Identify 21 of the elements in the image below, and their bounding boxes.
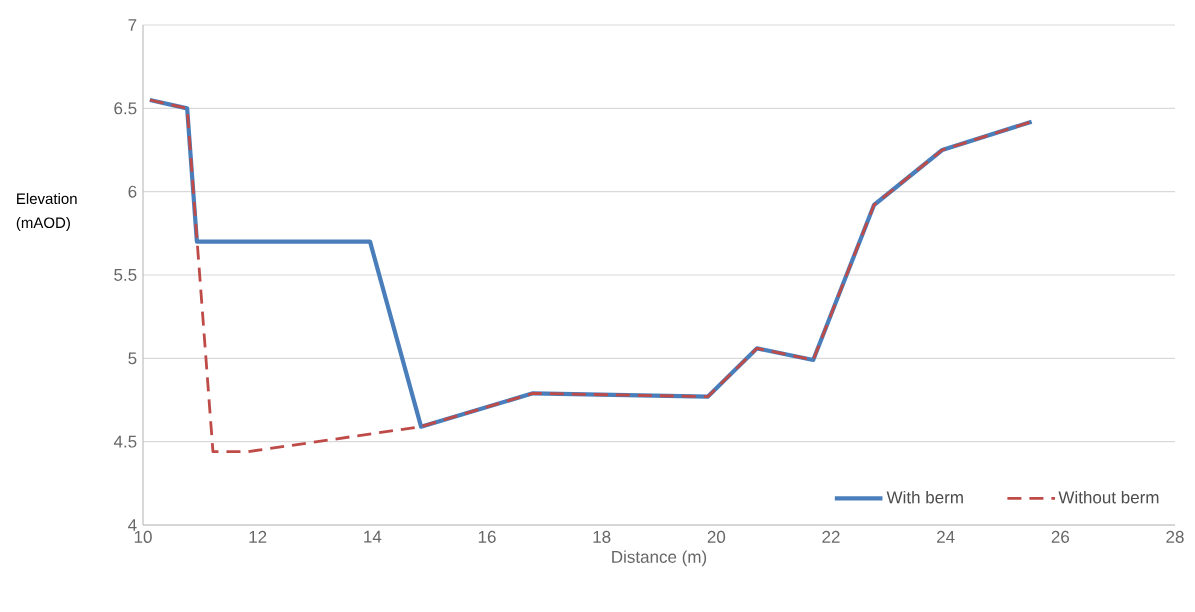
y-tick-label: 6 (128, 185, 137, 198)
y-tick-label: 5 (128, 352, 137, 365)
x-tick-label: 18 (593, 530, 611, 543)
y-tick-label: 4.5 (113, 435, 137, 448)
x-tick-label: 12 (249, 530, 267, 543)
legend-label: Without berm (1058, 490, 1159, 504)
x-tick-label: 26 (1051, 530, 1070, 543)
y-tick-label: 5.5 (114, 269, 137, 281)
y-tick-label: 6.5 (114, 102, 137, 115)
y-axis-title: Elevation (mAOD) (16, 193, 77, 231)
x-tick-label: 22 (822, 530, 840, 543)
x-tick-label: 10 (134, 530, 152, 543)
x-tick-label: 20 (707, 530, 726, 543)
x-tick-label: 28 (1166, 530, 1184, 543)
y-tick-label: 4 (128, 519, 137, 531)
x-axis-title: Distance (m) (612, 550, 707, 567)
legend-label: With berm (886, 490, 963, 504)
x-tick-label: 24 (937, 530, 955, 543)
x-tick-label: 14 (364, 530, 382, 543)
x-tick-label: 16 (478, 530, 496, 543)
y-tick-label: 7 (128, 19, 137, 31)
